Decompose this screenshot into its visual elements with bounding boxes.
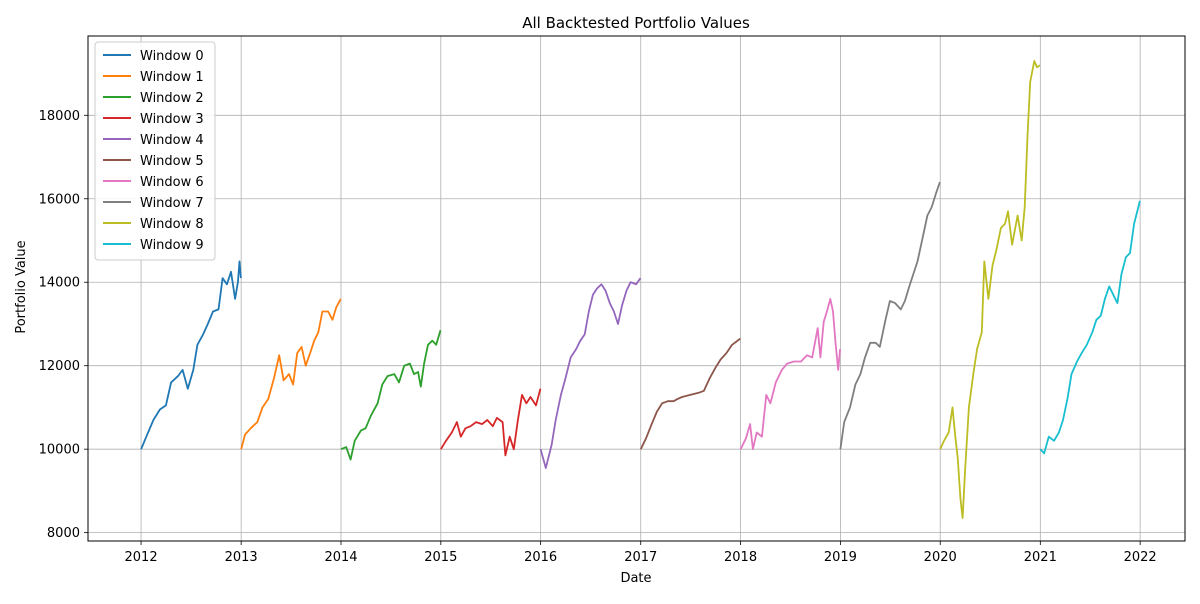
series-line-window-8 bbox=[939, 60, 1041, 519]
series-layer bbox=[140, 60, 1141, 519]
series-line-window-1 bbox=[240, 298, 342, 450]
legend-label-window-0: Window 0 bbox=[140, 49, 204, 64]
series-line-window-2 bbox=[340, 329, 442, 461]
legend-label-window-7: Window 7 bbox=[140, 196, 204, 211]
legend-label-window-1: Window 1 bbox=[140, 70, 204, 85]
x-tick-label: 2013 bbox=[225, 550, 258, 565]
y-tick-label: 18000 bbox=[39, 109, 80, 124]
series-line-window-6 bbox=[739, 298, 841, 451]
chart-title: All Backtested Portfolio Values bbox=[522, 14, 750, 32]
series-line-window-7 bbox=[839, 181, 941, 450]
x-tick-label: 2022 bbox=[1124, 550, 1157, 565]
legend-label-window-4: Window 4 bbox=[140, 133, 204, 148]
y-tick-label: 10000 bbox=[39, 443, 80, 458]
y-axis-label: Portfolio Value bbox=[14, 240, 29, 333]
x-tick-label: 2019 bbox=[824, 550, 857, 565]
legend-label-window-6: Window 6 bbox=[140, 175, 204, 190]
x-tick-label: 2018 bbox=[724, 550, 757, 565]
y-tick-label: 12000 bbox=[39, 359, 80, 374]
legend-label-window-8: Window 8 bbox=[140, 217, 204, 232]
y-axis: 8000 10000 12000 14000 16000 18000 bbox=[39, 109, 88, 541]
series-line-window-3 bbox=[440, 388, 542, 457]
legend-label-window-3: Window 3 bbox=[140, 112, 204, 127]
x-tick-label: 2014 bbox=[324, 550, 357, 565]
grid-lines bbox=[88, 36, 1185, 541]
series-line-window-0 bbox=[140, 260, 242, 450]
plot-frame bbox=[87, 35, 1186, 542]
x-tick-label: 2017 bbox=[624, 550, 657, 565]
legend-label-window-2: Window 2 bbox=[140, 91, 204, 106]
x-tick-label: 2016 bbox=[524, 550, 557, 565]
y-tick-label: 8000 bbox=[47, 526, 80, 541]
series-line-window-4 bbox=[539, 277, 642, 469]
y-tick-label: 14000 bbox=[39, 276, 80, 291]
legend: Window 0 Window 1 Window 2 Window 3 Window 4… bbox=[94, 41, 216, 261]
legend-label-window-9: Window 9 bbox=[140, 238, 204, 253]
x-tick-label: 2012 bbox=[125, 550, 158, 565]
x-axis-label: Date bbox=[620, 571, 651, 586]
x-tick-label: 2015 bbox=[424, 550, 457, 565]
series-line-window-5 bbox=[639, 337, 741, 450]
x-tick-label: 2021 bbox=[1024, 550, 1057, 565]
legend-label-window-5: Window 5 bbox=[140, 154, 204, 169]
y-tick-label: 16000 bbox=[39, 192, 80, 207]
x-tick-label: 2020 bbox=[924, 550, 957, 565]
series-line-window-9 bbox=[1039, 200, 1141, 455]
x-axis: 2012 2013 2014 2015 2016 2017 2018 2019 2020 2021… bbox=[125, 541, 1157, 565]
